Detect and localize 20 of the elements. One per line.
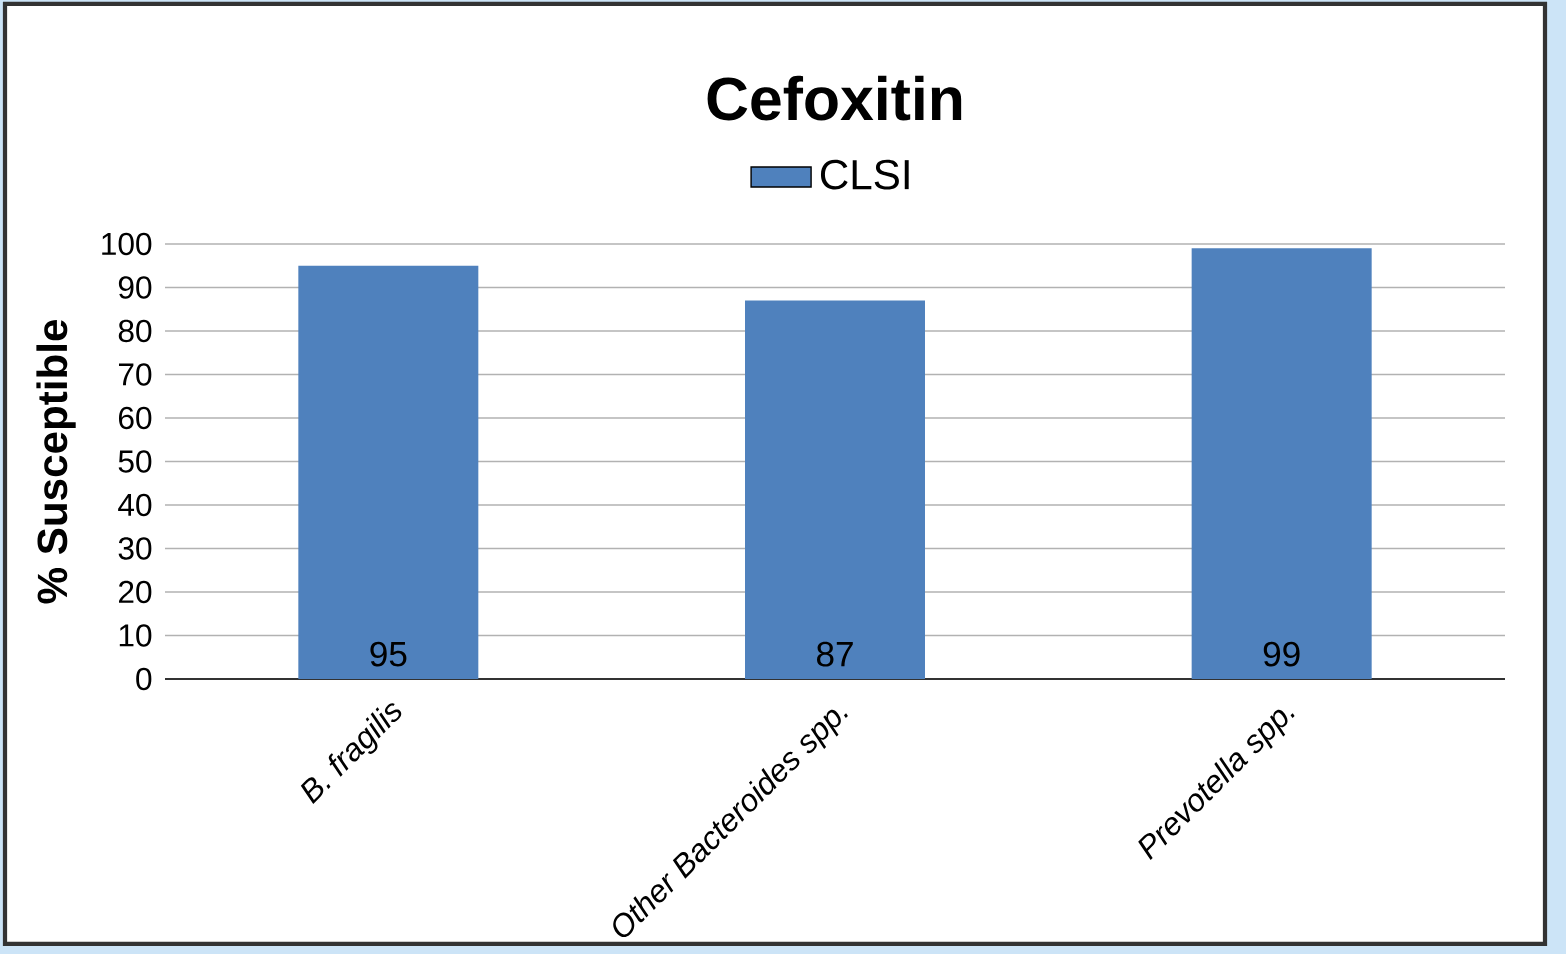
data-label: 95 xyxy=(370,641,407,667)
y-axis-title: % Susceptible xyxy=(36,320,76,604)
bar xyxy=(745,300,925,679)
y-tick-label: 60 xyxy=(119,406,152,430)
chart-title: Cefoxitin xyxy=(707,75,962,121)
y-tick-label: 30 xyxy=(118,537,152,560)
y-tick-label: 80 xyxy=(118,319,152,343)
y-tick-label: 40 xyxy=(118,493,152,517)
y-tick-label: 10 xyxy=(119,624,152,647)
bar xyxy=(298,265,479,679)
data-label: 87 xyxy=(816,641,853,667)
y-tick-label: 70 xyxy=(119,363,152,386)
y-tick-label: 50 xyxy=(118,450,152,473)
data-label: 99 xyxy=(1263,641,1300,667)
legend-label: CLSI xyxy=(820,159,909,190)
y-tick-label: 0 xyxy=(136,667,152,691)
y-tick-label: 20 xyxy=(119,580,152,604)
y-tick-label: 90 xyxy=(118,276,152,299)
bar xyxy=(1191,248,1372,679)
y-tick-label: 100 xyxy=(102,232,152,256)
